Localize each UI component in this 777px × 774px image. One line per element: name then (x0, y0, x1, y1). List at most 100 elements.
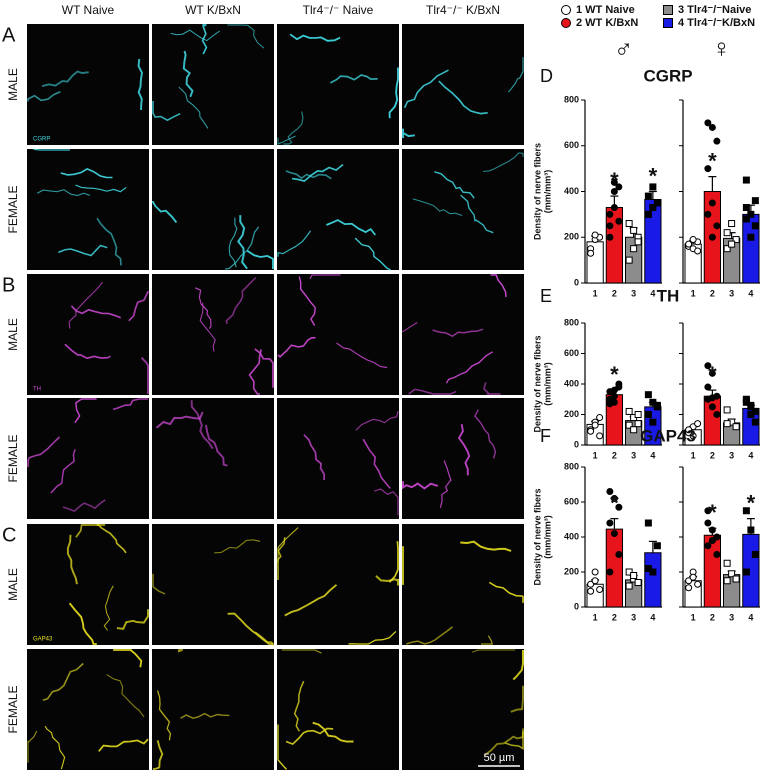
micrograph (152, 24, 274, 145)
data-point (728, 240, 736, 248)
micrograph (277, 274, 399, 395)
nerve-fiber (68, 281, 104, 329)
data-point (606, 233, 614, 241)
micrograph (402, 149, 524, 270)
nerve-fiber (354, 237, 391, 271)
data-point (606, 395, 614, 403)
data-point (689, 573, 697, 581)
data-point (685, 426, 693, 434)
micrograph (27, 649, 149, 770)
column-header: WT Naive (62, 3, 115, 17)
category-label: 2 (710, 612, 715, 622)
nerve-fiber (44, 725, 66, 770)
nerve-fiber (64, 343, 111, 360)
nerve-fiber (303, 434, 326, 481)
nerve-fiber (481, 635, 494, 645)
data-point (742, 507, 750, 515)
panel-letter: C (2, 524, 16, 546)
data-point (708, 369, 716, 377)
micrograph (277, 149, 399, 270)
y-axis-label: Density of nerve fibers (532, 143, 542, 240)
nerve-fiber (155, 411, 204, 429)
nerve-fiber (336, 342, 388, 369)
category-label: 1 (691, 450, 696, 460)
data-point (704, 165, 712, 173)
nerve-fiber (388, 67, 399, 119)
nerve-fiber (406, 626, 453, 645)
nerve-fiber (74, 398, 97, 424)
nerve-fiber (128, 291, 149, 322)
data-point (610, 530, 618, 537)
nerve-fiber (60, 167, 113, 179)
micrograph (402, 274, 524, 395)
legend-marker (561, 5, 571, 15)
data-point (704, 210, 712, 218)
nerve-fiber (178, 86, 209, 129)
data-point (587, 249, 595, 257)
nerve-fiber (457, 424, 471, 476)
row-label: MALE (6, 68, 20, 101)
category-label: 1 (691, 288, 696, 298)
data-point (751, 222, 759, 230)
y-tick-label: 200 (564, 232, 579, 242)
data-point (596, 414, 604, 422)
nerve-fiber (490, 274, 507, 298)
data-point (747, 411, 755, 418)
row-label: MALE (6, 568, 20, 601)
nerve-fiber (237, 215, 248, 270)
data-point (634, 238, 642, 246)
nerve-fiber (70, 305, 122, 319)
nerve-fiber (375, 575, 399, 586)
y-tick-label: 400 (564, 186, 579, 196)
data-point (713, 137, 721, 145)
data-point (587, 427, 595, 435)
data-point (596, 432, 604, 440)
data-point (732, 236, 740, 244)
sex-symbol: ♂ (614, 33, 634, 63)
nerve-fiber (326, 219, 376, 236)
row-label: FEMALE (6, 685, 20, 733)
data-point (728, 570, 736, 578)
data-point (630, 245, 638, 253)
data-point (634, 420, 642, 428)
y-tick-label: 800 (564, 94, 579, 104)
data-point (653, 401, 661, 409)
data-point (708, 123, 716, 131)
data-point (634, 579, 642, 586)
data-point (723, 577, 731, 585)
data-point (649, 204, 657, 212)
significance-star: * (610, 362, 619, 387)
data-point (644, 565, 652, 572)
nerve-fiber (362, 438, 391, 489)
chart-title: GAP43 (640, 426, 696, 445)
stain-label: CGRP (33, 137, 50, 143)
data-point (644, 210, 652, 218)
y-tick-label: 600 (564, 348, 579, 358)
nerve-fiber (412, 198, 463, 216)
legend-label: 3 Tlr4⁻/⁻Naive (678, 4, 751, 16)
nerve-fiber (246, 249, 274, 269)
data-point (591, 568, 599, 576)
nerve-fiber (140, 357, 149, 394)
nerve-fiber (285, 170, 332, 180)
panel-letter: A (2, 24, 16, 46)
nerve-fiber (137, 58, 143, 110)
nerve-fiber (439, 460, 452, 508)
data-point (606, 222, 614, 230)
significance-star: * (610, 168, 619, 193)
data-point (713, 222, 721, 230)
nerve-fiber (438, 80, 488, 115)
nerve-fiber (355, 411, 399, 431)
bar (644, 552, 662, 608)
panel-letter: B (2, 274, 15, 296)
column-header: Tlr4⁻/⁻ Naive (303, 3, 374, 17)
y-tick-label: 600 (564, 140, 579, 150)
significance-star: * (708, 362, 717, 387)
nerve-fiber (27, 436, 61, 468)
nerve-fiber (170, 29, 220, 42)
data-point (634, 411, 642, 418)
data-point (713, 551, 721, 558)
nerve-fiber (58, 244, 108, 257)
data-point (751, 418, 759, 426)
data-point (723, 245, 731, 253)
